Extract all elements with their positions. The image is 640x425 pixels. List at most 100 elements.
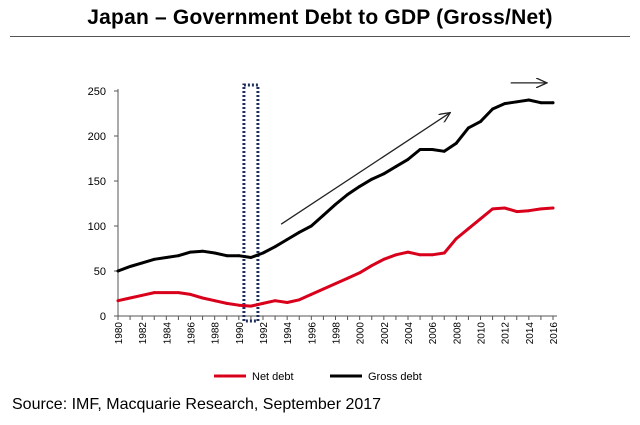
net-debt-point xyxy=(201,296,204,300)
gross-debt-point xyxy=(418,148,422,151)
x-tick-label: 1988 xyxy=(211,322,222,345)
gross-debt-point xyxy=(237,254,241,258)
y-tick-label: 250 xyxy=(88,86,106,98)
net-debt-point xyxy=(442,251,446,255)
gross-debt-point xyxy=(382,172,386,176)
x-tick-label: 1992 xyxy=(259,322,270,345)
net-debt-point xyxy=(116,299,120,303)
net-debt-point xyxy=(515,210,519,214)
gross-debt-point xyxy=(370,177,374,181)
gross-debt-point xyxy=(491,107,494,111)
gross-debt-point xyxy=(551,101,555,105)
gross-debt-point xyxy=(309,224,313,228)
net-debt-point xyxy=(334,282,337,285)
gross-debt-point xyxy=(285,238,289,241)
net-debt-point xyxy=(394,253,398,257)
x-tick-label: 2010 xyxy=(477,322,488,345)
gross-debt-point xyxy=(261,251,265,255)
net-debt-point xyxy=(225,302,229,305)
x-tick-label: 1994 xyxy=(283,322,294,345)
gross-debt-point xyxy=(225,254,229,258)
net-debt-point xyxy=(527,209,531,213)
x-tick-label: 2008 xyxy=(452,322,463,345)
gross-debt-point xyxy=(539,101,543,105)
y-tick-label: 200 xyxy=(88,131,106,143)
x-tick-label: 1984 xyxy=(162,322,173,345)
x-tick-label: 2004 xyxy=(404,322,415,345)
net-debt-point xyxy=(128,296,132,300)
gross-debt-point xyxy=(358,185,362,188)
net-debt-point xyxy=(539,207,543,211)
net-debt-point xyxy=(430,253,434,257)
debt-line-chart: 0 50 100 150 200 250 1980 1982 1984 1986 1988 1990 1… xyxy=(88,0,560,383)
net-debt-point xyxy=(491,207,494,211)
trend-arrow xyxy=(280,113,450,225)
legend-label-gross-debt: Gross debt xyxy=(368,371,422,383)
net-debt-point xyxy=(152,291,156,294)
gross-debt-point xyxy=(479,120,482,123)
gross-debt-point xyxy=(346,193,349,196)
x-tick-label: 2006 xyxy=(428,322,439,345)
y-tick-label: 0 xyxy=(100,311,106,323)
net-debt-point xyxy=(370,264,374,267)
net-debt-point xyxy=(322,287,325,291)
highlight-box-1991 xyxy=(242,83,260,323)
gross-debt-point xyxy=(406,158,410,161)
gross-debt-point xyxy=(152,257,156,261)
net-debt-point xyxy=(358,271,362,275)
net-debt-point xyxy=(309,293,313,296)
gross-debt-point xyxy=(394,165,398,169)
net-debt-point xyxy=(551,206,555,210)
x-tick-label: 2012 xyxy=(501,322,512,345)
net-debt-point xyxy=(249,304,253,308)
net-debt-point xyxy=(418,253,422,257)
y-tick-label: 100 xyxy=(88,221,106,233)
chart-title: Japan – Government Debt to GDP (Gross/Ne… xyxy=(87,6,553,29)
net-debt-line xyxy=(116,206,555,308)
x-tick-label: 2002 xyxy=(380,322,391,345)
x-tick-label: 2014 xyxy=(525,322,536,345)
x-tick-label: 1980 xyxy=(114,322,125,345)
x-tick-label: 1990 xyxy=(235,322,246,345)
gross-debt-point xyxy=(322,213,325,217)
x-tick-label: 1982 xyxy=(138,322,149,345)
net-debt-point xyxy=(261,302,265,305)
x-tick-label: 2016 xyxy=(549,322,560,345)
net-debt-point xyxy=(454,237,458,241)
gross-debt-point xyxy=(249,256,253,259)
net-debt-point xyxy=(297,298,301,302)
net-debt-point xyxy=(189,293,192,296)
gross-debt-point xyxy=(164,256,168,259)
net-debt-point xyxy=(177,291,180,294)
gross-debt-point xyxy=(201,249,204,253)
gross-debt-point xyxy=(430,148,434,151)
net-debt-point xyxy=(346,276,349,280)
net-debt-point xyxy=(140,293,144,297)
legend-label-net-debt: Net debt xyxy=(252,371,294,383)
gross-debt-point xyxy=(454,141,458,145)
gross-debt-point xyxy=(467,126,470,130)
net-debt-point xyxy=(273,299,277,303)
net-debt-point xyxy=(213,299,217,303)
gross-debt-point xyxy=(128,265,132,268)
net-debt-point xyxy=(406,250,410,254)
title-divider xyxy=(10,36,630,37)
net-debt-point xyxy=(237,303,241,307)
gross-debt-point xyxy=(189,250,192,254)
net-debt-point xyxy=(382,257,386,261)
gross-debt-point xyxy=(503,102,507,105)
gross-debt-point xyxy=(515,100,519,104)
x-tick-label: 1986 xyxy=(187,322,198,345)
gross-debt-point xyxy=(177,254,180,258)
net-debt-point xyxy=(285,301,289,304)
gross-debt-point xyxy=(297,230,301,234)
x-tick-label: 1998 xyxy=(332,322,343,345)
source-note: Source: IMF, Macquarie Research, Septemb… xyxy=(12,396,382,413)
net-debt-point xyxy=(503,206,507,210)
gross-debt-point xyxy=(273,245,277,249)
x-tick-label: 2000 xyxy=(356,322,367,345)
y-tick-label: 50 xyxy=(94,266,106,278)
gross-debt-line xyxy=(116,98,555,273)
x-tick-label: 1996 xyxy=(307,322,318,345)
gross-debt-point xyxy=(116,269,120,273)
